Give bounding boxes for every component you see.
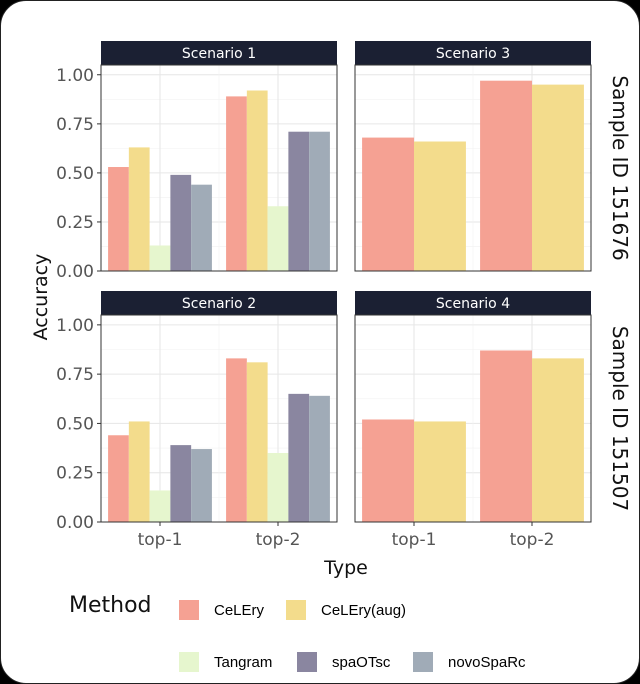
bar-scenario-1-novosparc-top-2 [309,131,330,271]
x-tick-label: top-2 [510,530,555,550]
y-tick-label: 0.25 [56,213,94,233]
bar-scenario-1-spaotsc-top-2 [288,131,310,271]
panel-border-scenario-1 [100,64,338,272]
bar-scenario-4-celery-top-1 [362,419,414,522]
y-tick-label: 0.50 [56,164,94,184]
legend-item-celery-aug: CeLEry(aug) [286,600,406,620]
row-strip-label-0: Sample ID 151676 [608,75,632,260]
bar-scenario-1-celery-top-1 [108,167,129,271]
legend-label-celery-aug: CeLEry(aug) [321,601,407,619]
bar-scenario-2-tangram-top-2 [267,453,289,522]
strip-scenario-1 [101,41,337,65]
bar-scenario-4-celery-aug-top-2 [532,358,584,522]
y-tick-label: 0.00 [56,513,94,533]
strip-label-scenario-1: Scenario 1 [182,46,256,62]
legend-item-celery: CeLEry [179,600,264,620]
panel-border-scenario-3 [354,64,592,272]
bar-scenario-2-spaotsc-top-2 [288,393,310,522]
bar-scenario-2-tangram-top-1 [149,490,171,522]
x-axis-title: Type [323,557,368,579]
legend-label-tangram: Tangram [214,653,273,671]
y-tick-label: 0.25 [56,464,94,484]
bar-scenario-3-celery-aug-top-2 [532,84,584,271]
bar-scenario-2-celery-aug-top-1 [128,421,150,522]
y-tick-label: 1.00 [56,66,94,86]
bar-scenario-1-celery-aug-top-1 [128,147,150,271]
legend-swatch-tangram [179,652,199,672]
y-tick-label: 0.00 [56,262,94,282]
strip-scenario-2 [101,291,337,315]
bar-scenario-2-novosparc-top-1 [191,449,212,522]
bar-scenario-1-tangram-top-1 [149,245,171,271]
legend-swatch-celery-aug [286,600,306,620]
bar-scenario-3-celery-aug-top-1 [414,141,466,271]
bar-scenario-1-tangram-top-2 [267,206,289,271]
bar-scenario-2-novosparc-top-2 [309,395,330,522]
legend-swatch-celery [179,600,199,620]
y-tick-label: 0.50 [56,414,94,434]
panel-border-scenario-2 [100,314,338,523]
bar-scenario-2-celery-top-1 [108,435,129,522]
legend-label-novosparc: novoSpaRc [448,653,526,671]
legend-item-tangram: Tangram [179,652,272,672]
bar-scenario-3-celery-top-2 [480,80,532,271]
bar-scenario-2-celery-aug-top-2 [246,362,268,522]
y-axis-title: Accuracy [30,254,52,341]
legend-label-celery: CeLEry [214,601,265,619]
y-tick-label: 0.75 [56,115,94,135]
strip-label-scenario-2: Scenario 2 [182,296,256,312]
bar-scenario-2-spaotsc-top-1 [170,445,192,522]
bar-scenario-1-spaotsc-top-1 [170,174,192,271]
legend-label-spaotsc: spaOTsc [332,653,391,671]
bar-scenario-1-celery-top-2 [226,96,247,271]
legend-item-spaotsc: spaOTsc [297,652,390,672]
x-tick-label: top-1 [392,530,437,550]
bar-scenario-4-celery-top-2 [480,350,532,522]
y-tick-label: 1.00 [56,316,94,336]
legend-title: Method [69,593,152,618]
strip-label-scenario-4: Scenario 4 [436,296,510,312]
bar-scenario-4-celery-aug-top-1 [414,421,466,522]
strip-label-scenario-3: Scenario 3 [436,46,510,62]
bar-scenario-2-celery-top-2 [226,358,247,522]
bar-scenario-3-celery-top-1 [362,137,414,271]
row-strip-label-1: Sample ID 151507 [608,326,632,511]
y-tick-label: 0.75 [56,365,94,385]
bar-scenario-1-novosparc-top-1 [191,184,212,271]
legend-swatch-spaotsc [297,652,317,672]
panel-border-scenario-4 [354,314,592,523]
x-tick-label: top-1 [138,530,183,550]
x-tick-label: top-2 [256,530,301,550]
legend-swatch-novosparc [413,652,433,672]
bar-scenario-1-celery-aug-top-2 [246,90,268,271]
strip-scenario-3 [355,41,591,65]
strip-scenario-4 [355,291,591,315]
legend-item-novosparc: novoSpaRc [413,652,526,672]
